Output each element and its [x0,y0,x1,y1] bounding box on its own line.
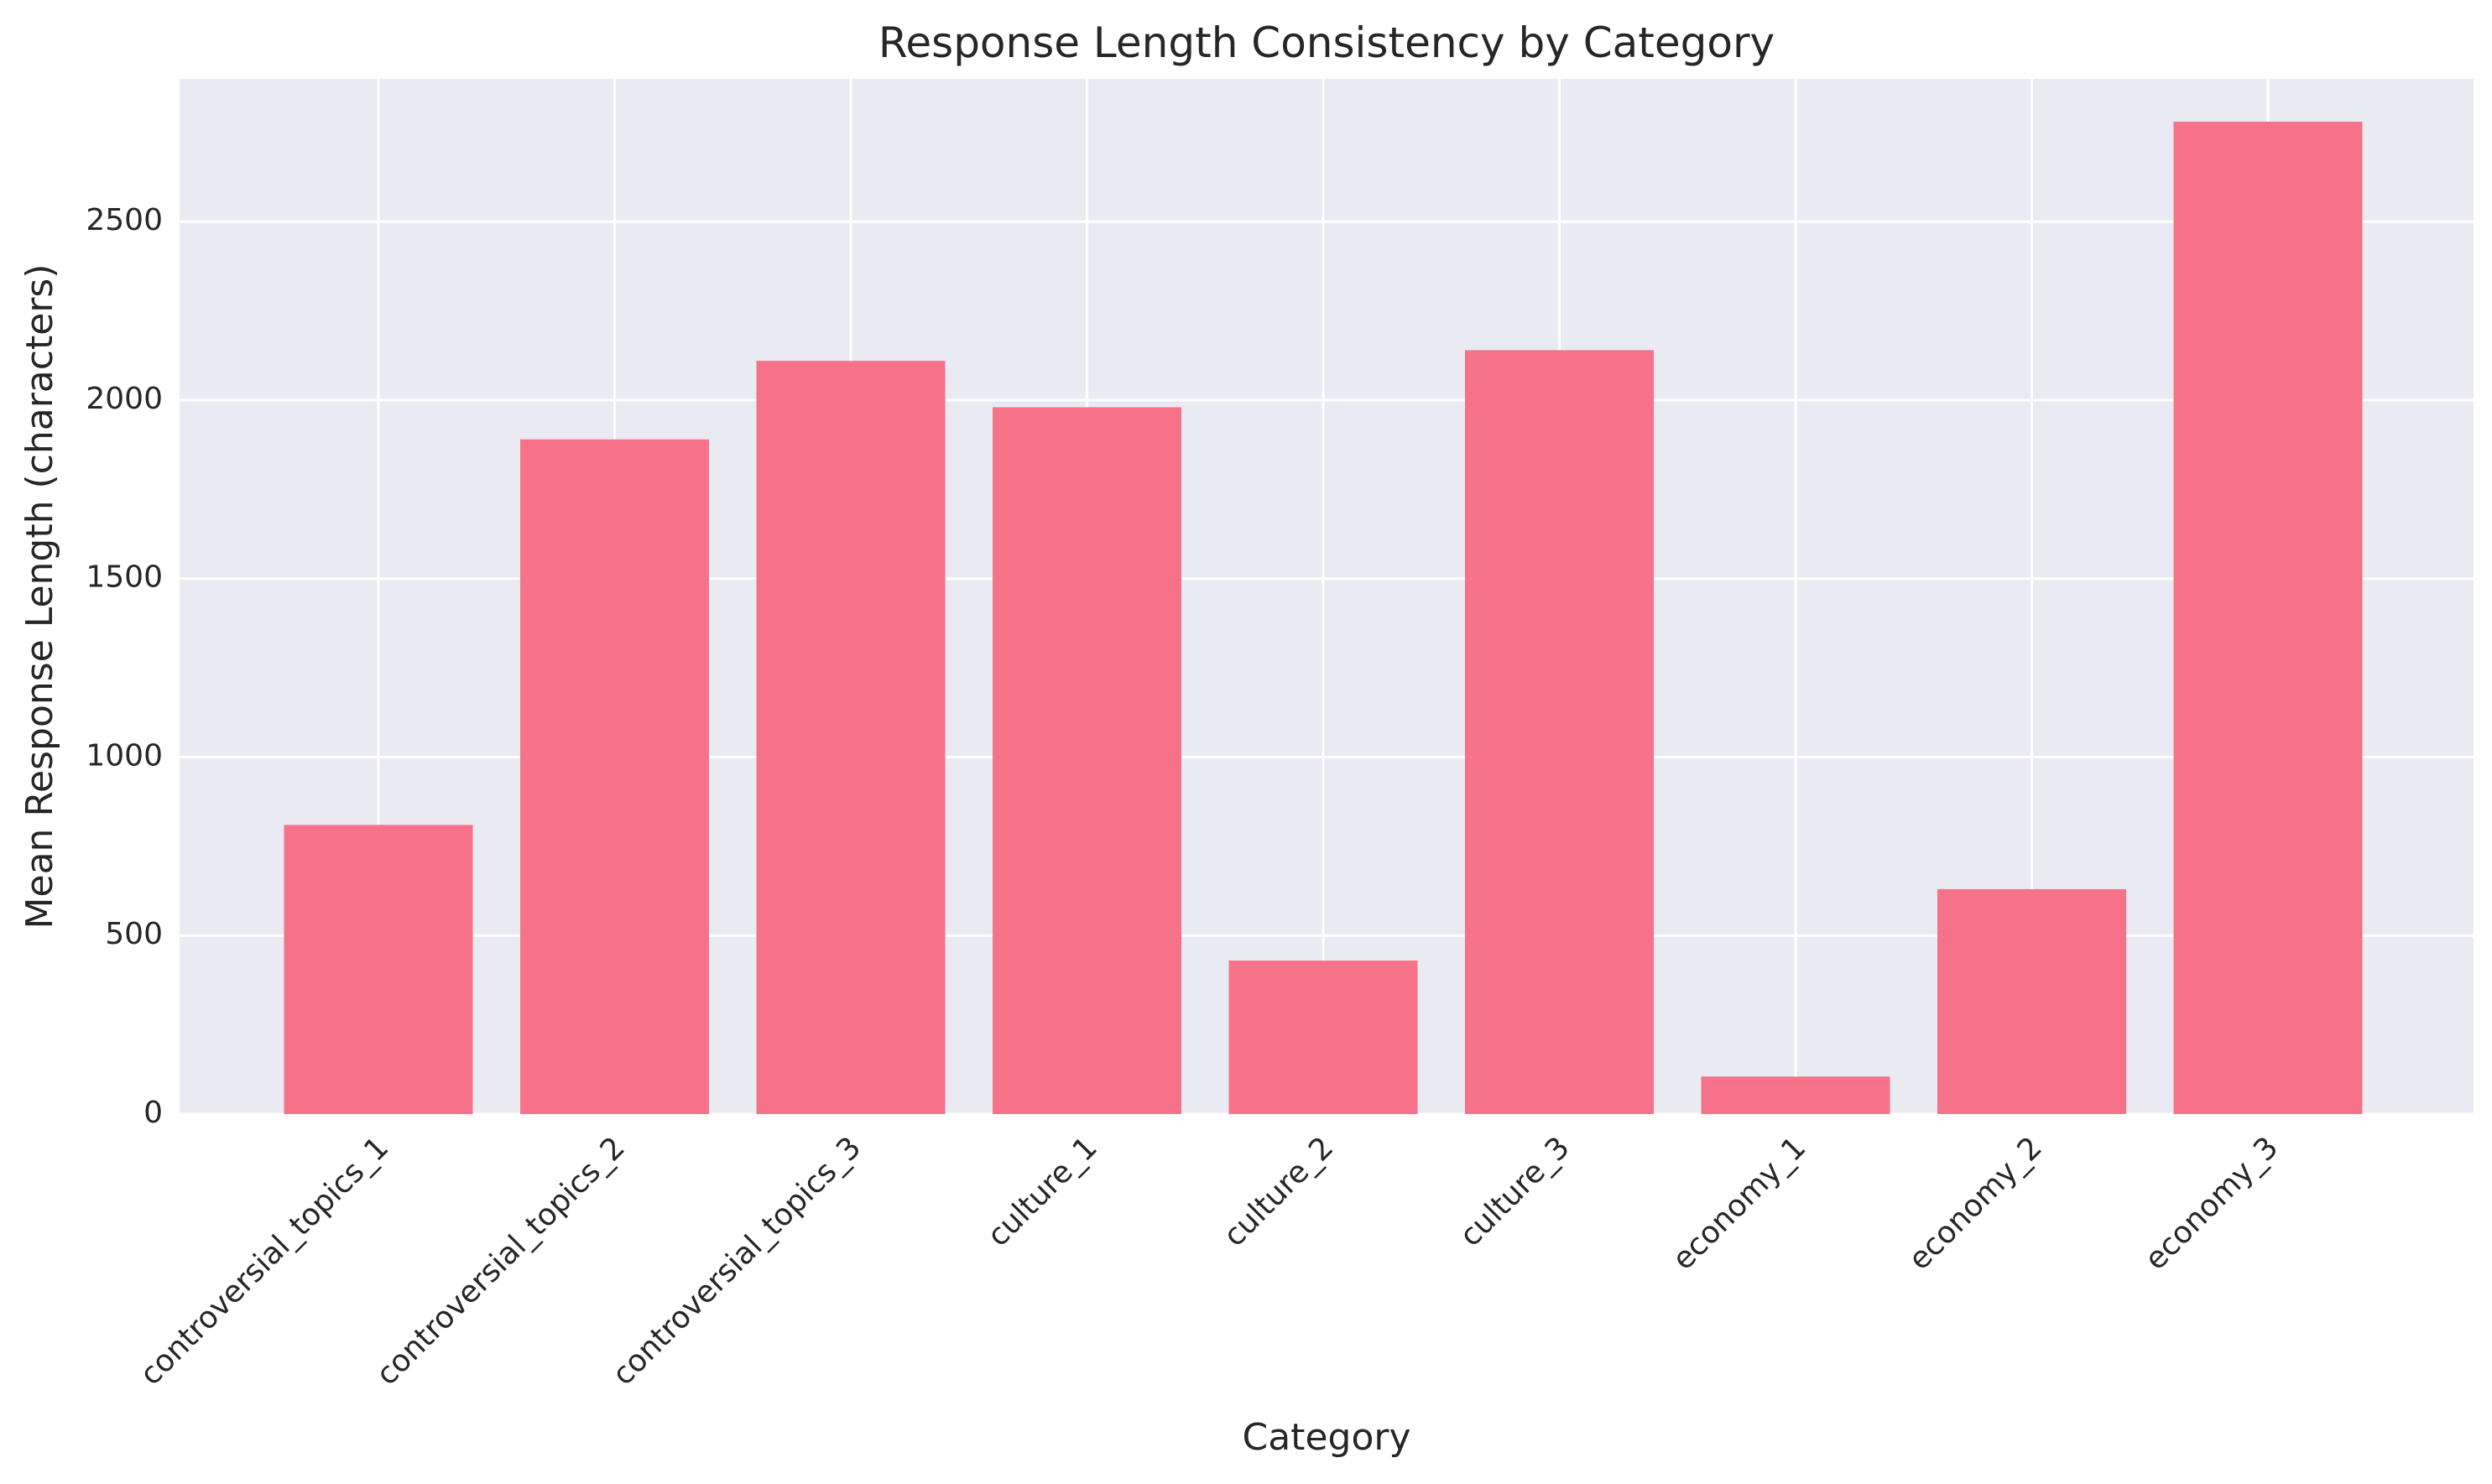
bar-controversial_topics_1 [284,825,473,1114]
bar-culture_2 [1228,961,1418,1114]
bar-economy_2 [1937,888,2126,1114]
y-tick-label: 1000 [86,738,163,773]
bars [284,122,2363,1115]
x-axis-ticks: controversial_topics_1controversial_topi… [133,1130,2285,1392]
bar-economy_1 [1701,1076,1890,1114]
x-tick-label: economy_1 [1666,1130,1813,1277]
y-tick-label: 1500 [86,560,163,595]
y-axis-label: Mean Response Length (characters) [18,264,61,929]
chart-title: Response Length Consistency by Category [878,18,1775,67]
y-tick-label: 2500 [86,203,163,237]
bar-controversial_topics_2 [520,439,709,1114]
bar-controversial_topics_3 [756,361,946,1114]
bar-economy_3 [2173,122,2363,1115]
x-tick-label: economy_3 [2139,1130,2286,1277]
x-tick-label: culture_3 [1453,1130,1577,1253]
x-tick-label: economy_2 [1902,1130,2049,1277]
y-tick-label: 500 [105,917,163,951]
x-tick-label: controversial_topics_2 [370,1130,632,1392]
x-tick-label: controversial_topics_3 [606,1130,868,1392]
y-tick-label: 0 [143,1096,163,1130]
bar-culture_1 [993,407,1181,1115]
y-tick-label: 2000 [86,382,163,416]
bar-culture_3 [1465,350,1654,1115]
y-axis-ticks: 0 500 1000 1500 2000 2500 [86,203,163,1130]
x-axis-label: Category [1243,1416,1411,1459]
x-tick-label: culture_1 [981,1130,1104,1253]
x-tick-label: controversial_topics_1 [133,1130,395,1392]
x-tick-label: culture_2 [1217,1130,1341,1253]
